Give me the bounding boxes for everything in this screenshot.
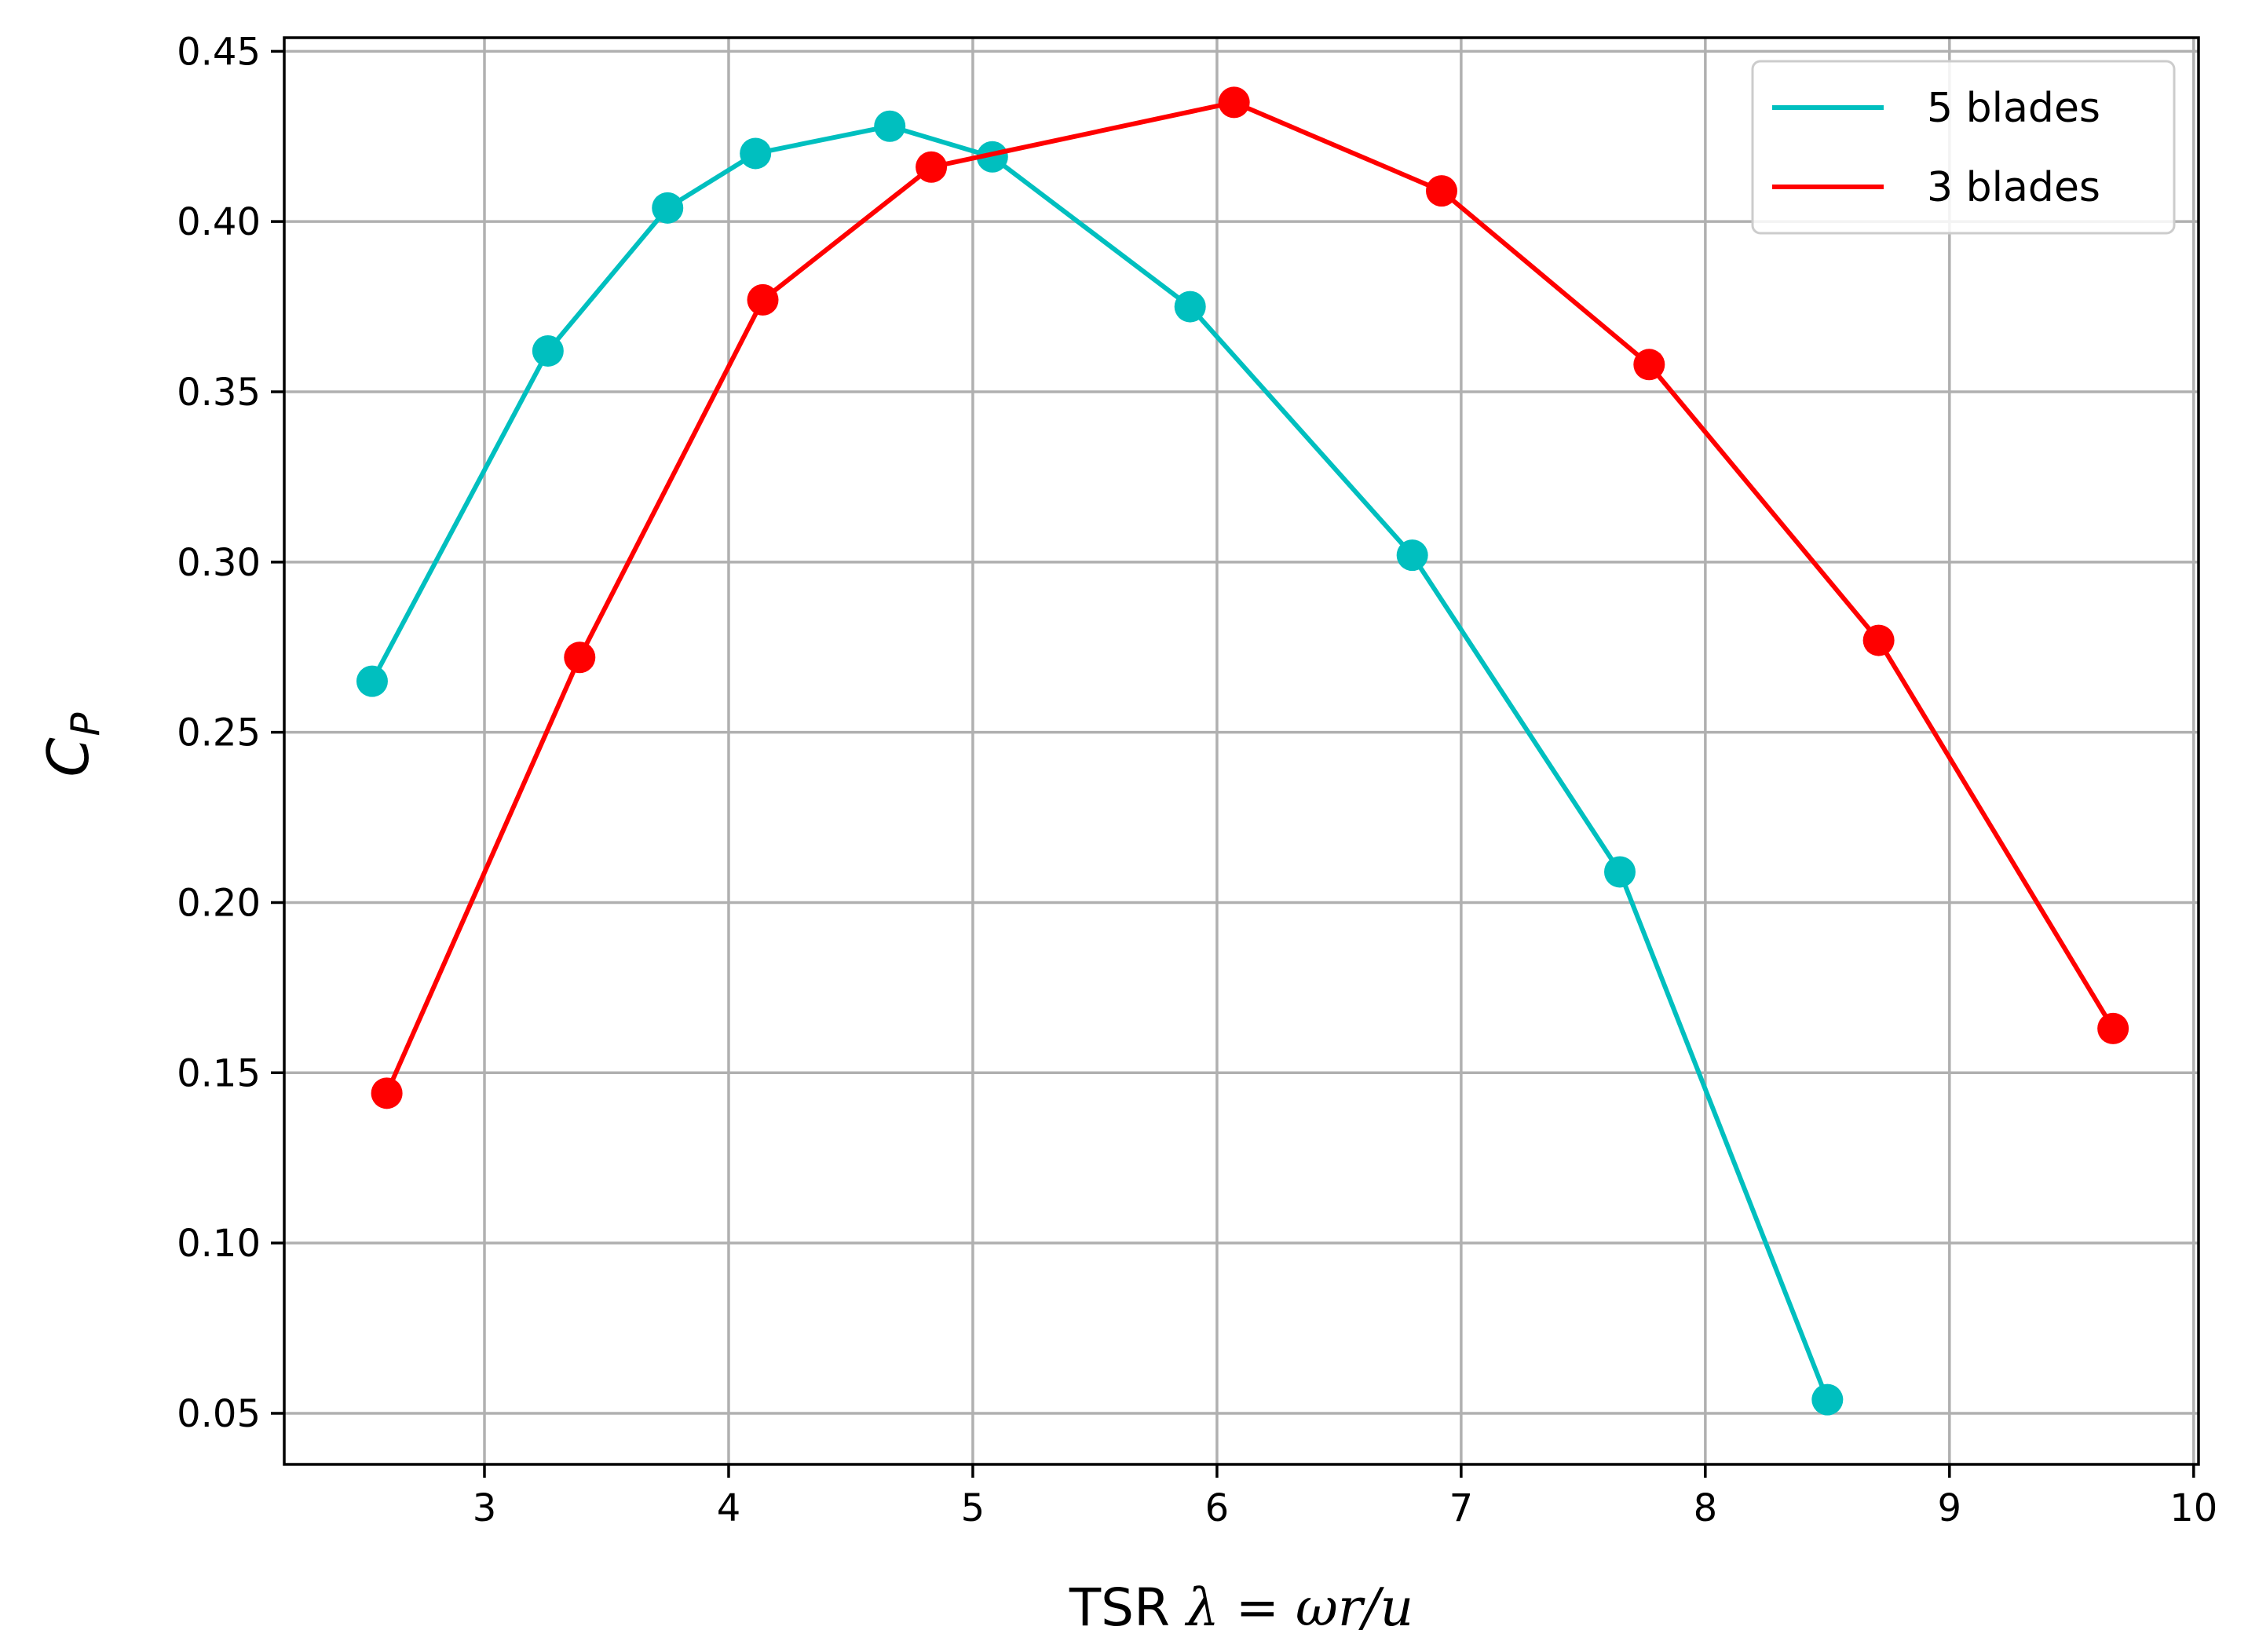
data-point — [976, 141, 1008, 173]
data-point — [356, 665, 388, 697]
y-tick-label: 0.30 — [177, 541, 261, 585]
data-point — [1396, 539, 1428, 572]
y-tick-label: 0.45 — [177, 30, 261, 74]
data-point — [740, 137, 772, 170]
x-tick-label: 7 — [1449, 1486, 1474, 1530]
series-5-blades — [356, 110, 1844, 1416]
data-point — [532, 334, 564, 367]
data-point — [1633, 349, 1665, 381]
x-axis-label: TSR λ = ωr/u — [1069, 1577, 1413, 1638]
y-tick-label: 0.15 — [177, 1051, 261, 1095]
plot-frame — [283, 36, 2200, 1466]
legend-entry: 3 blades — [1772, 164, 2100, 211]
y-axis-label-subscript: P — [63, 712, 108, 736]
x-tick-label: 9 — [1938, 1486, 1962, 1530]
x-axis-label-prefix: TSR — [1069, 1577, 1186, 1638]
data-point — [1218, 86, 1250, 119]
y-tick-label: 0.05 — [177, 1392, 261, 1436]
x-tick-label: 10 — [2169, 1486, 2217, 1530]
data-point — [2097, 1012, 2129, 1044]
legend-label: 5 blades — [1927, 85, 2100, 132]
data-point — [874, 110, 906, 142]
x-tick-label: 5 — [961, 1486, 985, 1530]
y-tick-label: 0.40 — [177, 200, 261, 244]
y-tick-label: 0.35 — [177, 371, 261, 415]
data-point — [564, 641, 596, 674]
legend-entry: 5 blades — [1772, 85, 2100, 132]
x-tick-label: 4 — [717, 1486, 741, 1530]
x-tick-label: 6 — [1205, 1486, 1230, 1530]
grid — [284, 38, 2199, 1464]
x-tick-label: 3 — [473, 1486, 497, 1530]
legend-label: 3 blades — [1927, 164, 2100, 211]
tick-labels: 3 4 5 6 7 8 9 10 0.05 0.10 0.15 0.20 0.25 0.30 0.35 0.4… — [177, 30, 2217, 1530]
legend-box — [1751, 60, 2176, 235]
y-axis-label-main: C — [35, 737, 101, 777]
y-tick-label: 0.20 — [177, 881, 261, 925]
data-point — [652, 192, 684, 224]
y-axis-label: C P — [35, 712, 108, 777]
x-axis-label-math: λ = ωr/u — [1184, 1577, 1413, 1638]
data-point — [1811, 1383, 1844, 1416]
data-point — [1174, 291, 1206, 323]
data-point — [747, 283, 779, 316]
ticks — [271, 49, 2195, 1478]
y-tick-label: 0.25 — [177, 711, 261, 755]
x-tick-label: 8 — [1694, 1486, 1718, 1530]
series-line — [370, 123, 1830, 1401]
series-layer — [356, 86, 2129, 1416]
legend: 5 blades 3 blades — [1751, 60, 2176, 235]
data-point — [1862, 624, 1895, 656]
data-point — [1604, 856, 1636, 888]
data-point — [1425, 175, 1457, 207]
data-point — [916, 151, 948, 183]
series-3-blades — [371, 86, 2129, 1109]
y-tick-label: 0.10 — [177, 1222, 261, 1266]
data-point — [371, 1077, 403, 1109]
